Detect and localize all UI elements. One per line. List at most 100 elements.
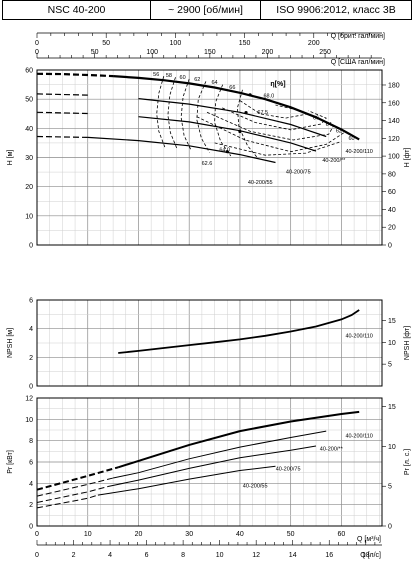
- q-m3h-tick-label: 30: [185, 531, 193, 538]
- h-tick-label: 20: [25, 184, 33, 191]
- ls-tick-label: 18: [362, 552, 370, 559]
- power-curve-4020075: [107, 445, 317, 487]
- efficiency-label: 64: [212, 80, 218, 86]
- bep-point: [238, 129, 242, 134]
- us-tick-label: 200: [262, 49, 274, 56]
- h-tick-label: 50: [25, 97, 33, 104]
- power-curve-40200110-dashed: [36, 466, 119, 491]
- ls-tick-label: 0: [35, 552, 39, 559]
- efficiency-label: 62.6: [202, 161, 213, 167]
- efficiency-label: 64: [326, 122, 332, 128]
- power-grid: [36, 397, 382, 527]
- npsh-series-label: 40-200/110: [345, 333, 372, 339]
- h-ft-tick-label: 140: [388, 118, 400, 125]
- p-tick-label: 10: [25, 417, 33, 424]
- head-grid: [36, 69, 382, 246]
- ls-tick-label: 8: [181, 552, 185, 559]
- h-ft-tick-label: 180: [388, 82, 400, 89]
- bep-point: [244, 110, 248, 115]
- head-series-label: 40-200/110: [345, 149, 372, 155]
- imp-tick-label: 200: [308, 40, 320, 47]
- p-hp-tick-label: 15: [388, 404, 396, 411]
- efficiency-axis-label: η[%]: [270, 81, 285, 88]
- h-ft-tick-label: 20: [388, 225, 396, 232]
- ls-tick-label: 2: [72, 552, 76, 559]
- efficiency-label: 62: [194, 77, 200, 83]
- npsh-ft-tick-label: 5: [388, 362, 392, 369]
- npsh-ft-tick-label: 10: [388, 340, 396, 347]
- bep-point: [225, 150, 229, 154]
- npsh-tick-label: 4: [29, 326, 33, 333]
- q-m3h-tick-label: 0: [35, 531, 39, 538]
- h-ft-tick-label: 60: [388, 189, 396, 196]
- efficiency-iso-curve: [206, 111, 335, 141]
- p-axis-title: Pr [кВт]: [7, 450, 14, 474]
- efficiency-iso-curve: [214, 84, 232, 157]
- p-tick-label: 0: [29, 524, 33, 531]
- head-curve-4020055: [87, 136, 276, 164]
- us-tick-label: 250: [319, 49, 331, 56]
- p-hp-tick-label: 5: [388, 484, 392, 491]
- bep-point: [248, 93, 252, 97]
- power-curve-4020055: [97, 465, 276, 496]
- chart-header: NSC 40-200 ~ 2900 [об/мин] ISO 9906:2012…: [2, 0, 412, 20]
- efficiency-iso-curve: [236, 89, 259, 159]
- q-m3h-axis-title: Q [м³/ч]: [357, 536, 381, 543]
- imp-tick-label: 50: [102, 40, 110, 47]
- p-tick-label: 6: [29, 460, 33, 467]
- npsh-ft-axis-title: NPSH [фт]: [404, 326, 411, 360]
- head-curve-40200110-dashed: [36, 72, 114, 78]
- npsh-axis-title: NPSH [м]: [7, 328, 14, 358]
- efficiency-label: 60: [180, 75, 186, 81]
- head-curve-40200110: [113, 75, 360, 141]
- p-tick-label: 12: [25, 396, 33, 403]
- head-series-label: 40-200/55: [248, 180, 273, 186]
- p-tick-label: 2: [29, 502, 33, 509]
- us-tick-label: 50: [91, 49, 99, 56]
- h-tick-label: 0: [29, 243, 33, 250]
- ls-axis-title: Q [л/с]: [360, 552, 381, 559]
- ls-tick-label: 6: [145, 552, 149, 559]
- npsh-frame: [36, 299, 383, 387]
- h-axis-title: H [м]: [7, 150, 14, 166]
- p-hp-tick-label: 0: [388, 524, 392, 531]
- power-series-label: 40-200/**: [320, 446, 344, 452]
- q-m3h-tick-label: 60: [338, 531, 346, 538]
- us-axis-title: Q [США гал/мин]: [331, 59, 385, 66]
- efficiency-iso-curve: [196, 116, 345, 153]
- imp-tick-label: 150: [239, 40, 251, 47]
- npsh-curve: [118, 309, 360, 354]
- efficiency-iso-curve: [156, 75, 166, 148]
- efficiency-label: 56: [153, 72, 159, 78]
- q-m3h-tick-label: 20: [135, 531, 143, 538]
- efficiency-label: 66: [229, 85, 235, 91]
- h-tick-label: 60: [25, 68, 33, 75]
- h-ft-tick-label: 100: [388, 154, 400, 161]
- q-m3h-tick-label: 40: [236, 531, 244, 538]
- efficiency-label: 66: [313, 116, 319, 122]
- power-curve-40200110: [117, 410, 360, 469]
- efficiency-label: 67.5: [257, 110, 268, 116]
- standard-label: ISO 9906:2012, класс 3В: [276, 4, 396, 16]
- efficiency-label: 62: [336, 128, 342, 134]
- efficiency-iso-curve: [180, 78, 192, 151]
- power-series-label: 40-200/110: [345, 433, 372, 439]
- model-name: NSC 40-200: [3, 1, 151, 19]
- head-frame: [36, 69, 383, 246]
- head-series-label: 40-200/75: [286, 170, 311, 176]
- npsh-tick-label: 0: [29, 384, 33, 391]
- speed-label: ~ 2900 [об/мин]: [151, 1, 261, 19]
- power-series-label: 40-200/55: [243, 484, 268, 490]
- ls-tick-label: 14: [289, 552, 297, 559]
- npsh-ft-tick-label: 15: [388, 318, 396, 325]
- q-m3h-tick-label: 10: [84, 531, 92, 538]
- us-tick-label: 150: [204, 49, 216, 56]
- efficiency-label: 68.0: [264, 94, 275, 100]
- h-tick-label: 40: [25, 126, 33, 133]
- power-frame: [36, 397, 383, 527]
- power-curve-4020075-dashed: [36, 486, 109, 503]
- ls-tick-label: 12: [252, 552, 260, 559]
- p-tick-label: 4: [29, 481, 33, 488]
- head-curve-40200: [138, 98, 327, 138]
